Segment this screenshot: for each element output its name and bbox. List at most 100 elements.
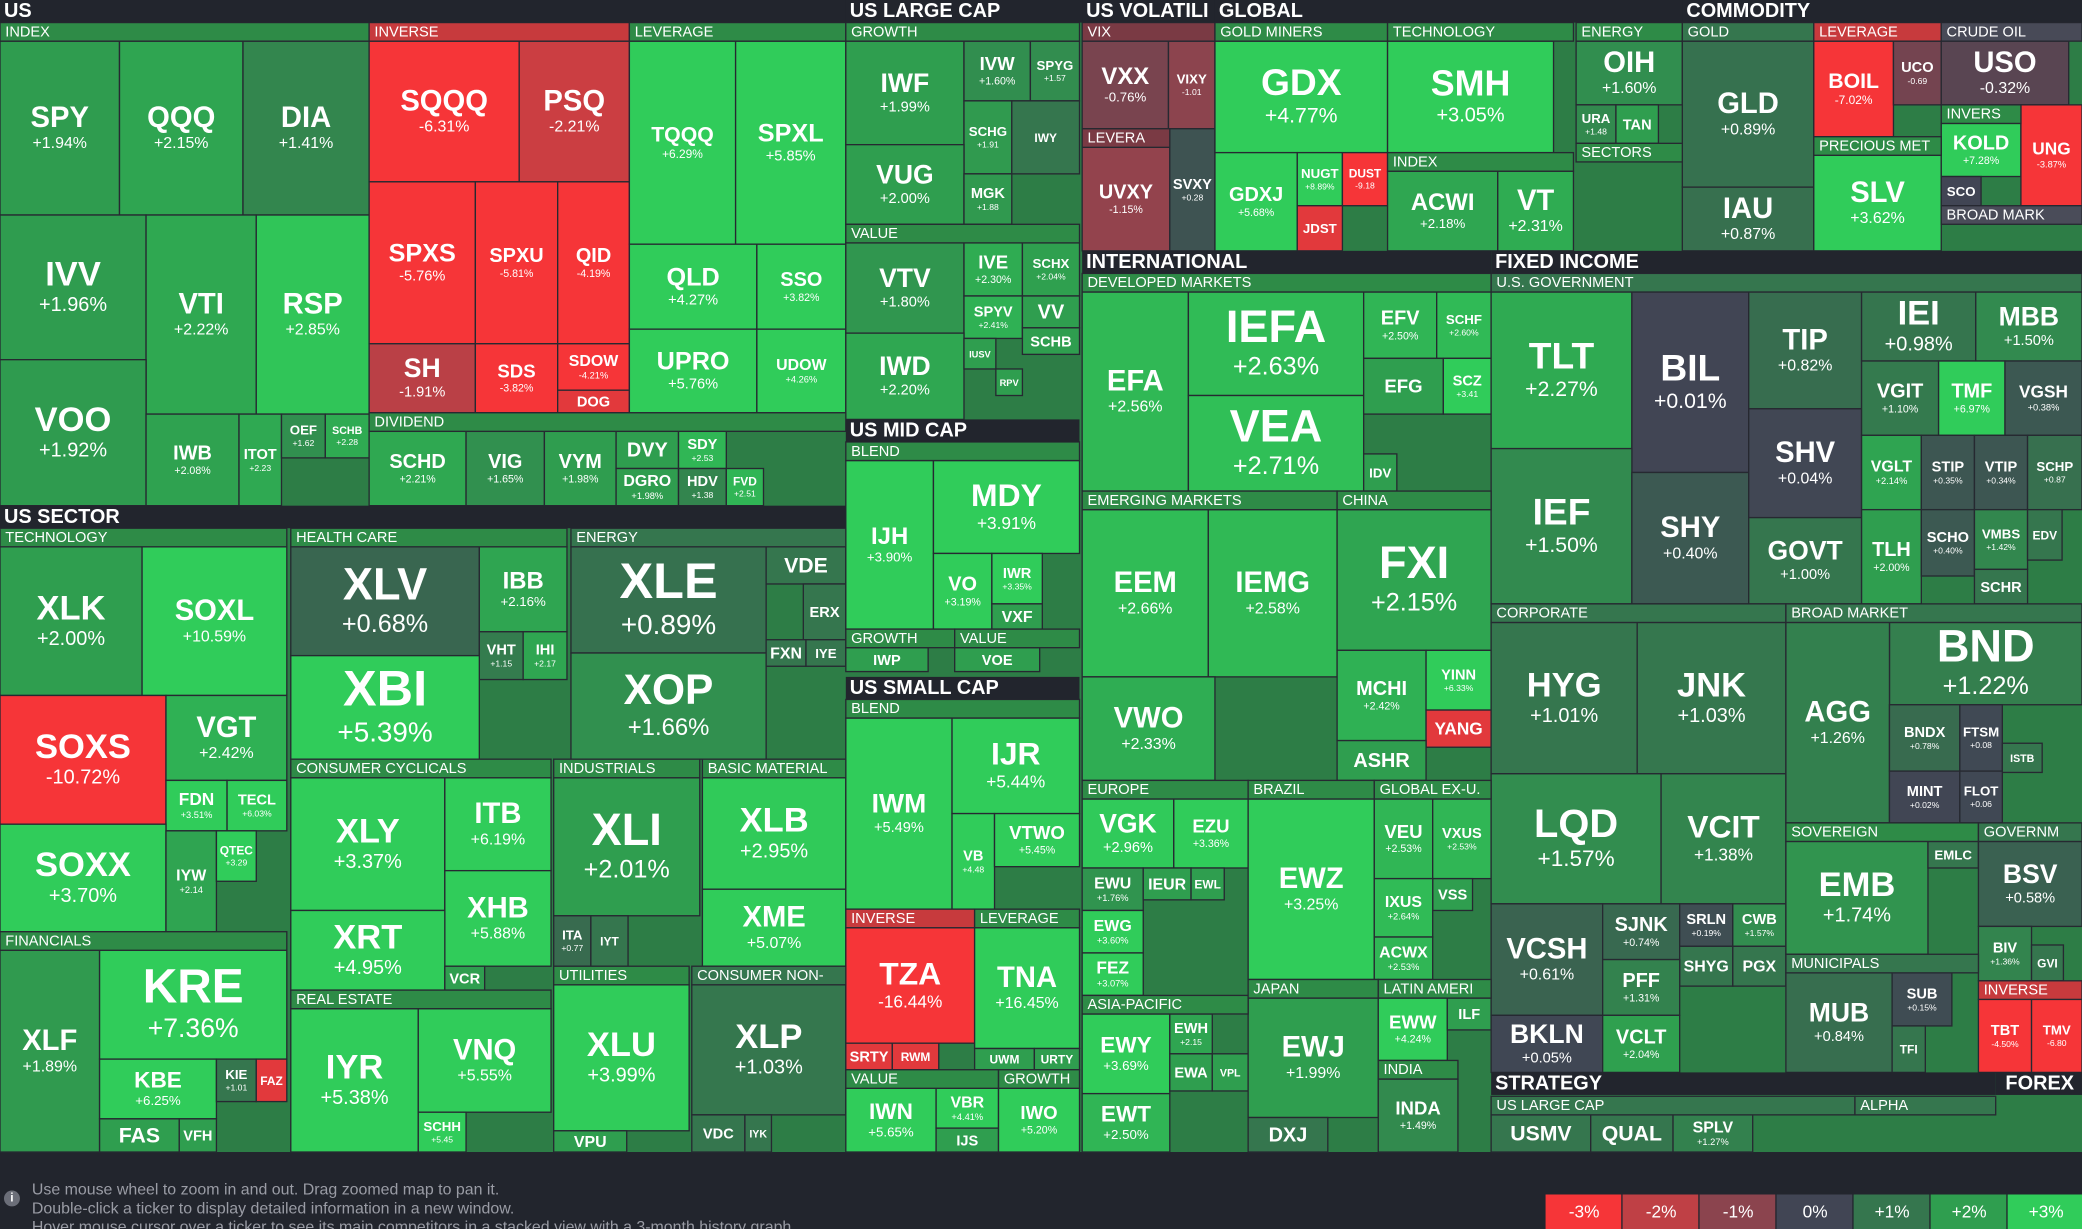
- ticker-symbol[interactable]: SUB: [1907, 987, 1938, 1003]
- ticker-symbol[interactable]: XLF: [22, 1025, 77, 1057]
- ticker-tile[interactable]: [2030, 998, 2082, 1074]
- ticker-change[interactable]: +0.38%: [2028, 403, 2060, 413]
- ticker-symbol[interactable]: IWB: [173, 442, 212, 464]
- ticker-tile[interactable]: [1432, 877, 1474, 912]
- ticker-change[interactable]: +1.41%: [279, 135, 333, 152]
- ticker-tile[interactable]: [756, 243, 847, 330]
- ticker-symbol[interactable]: SCO: [1947, 184, 1976, 199]
- ticker-change[interactable]: +2.50%: [1382, 330, 1419, 342]
- ticker-tile[interactable]: [1636, 621, 1787, 775]
- ticker-change[interactable]: +0.02%: [1910, 800, 1940, 810]
- ticker-tile[interactable]: [1362, 357, 1444, 415]
- ticker-change[interactable]: +1.62: [293, 438, 315, 448]
- ticker-symbol[interactable]: GLD: [1717, 88, 1779, 120]
- ticker-tile[interactable]: [744, 1114, 773, 1153]
- ticker-symbol[interactable]: DIA: [281, 102, 331, 134]
- ticker-symbol[interactable]: QID: [576, 245, 611, 267]
- ticker-change[interactable]: +1.99%: [1286, 1065, 1340, 1082]
- ticker-tile[interactable]: [1977, 925, 2033, 982]
- ticker-tile[interactable]: [145, 214, 257, 415]
- ticker-symbol[interactable]: SHYG: [1684, 959, 1729, 976]
- ticker-tile[interactable]: [1975, 291, 2082, 362]
- ticker-symbol[interactable]: VSS: [1438, 888, 1467, 904]
- ticker-tile[interactable]: [1341, 151, 1389, 207]
- ticker-symbol[interactable]: SHV: [1775, 437, 1836, 469]
- ticker-tile[interactable]: [98, 1118, 180, 1153]
- ticker-tile[interactable]: [1187, 394, 1365, 492]
- ticker-change[interactable]: +1.99%: [880, 99, 930, 115]
- ticker-symbol[interactable]: IEI: [1898, 295, 1940, 333]
- ticker-symbol[interactable]: ASHR: [1353, 750, 1409, 772]
- ticker-change[interactable]: +1.03%: [735, 1057, 803, 1079]
- ticker-symbol[interactable]: SDOW: [569, 353, 620, 370]
- ticker-symbol[interactable]: DVY: [627, 440, 668, 462]
- ticker-tile[interactable]: [290, 909, 446, 991]
- ticker-change[interactable]: +5.55%: [457, 1068, 511, 1085]
- ticker-tile[interactable]: [1490, 903, 1604, 1016]
- ticker-change[interactable]: +2.04%: [1036, 272, 1066, 282]
- ticker-symbol[interactable]: QTEC: [220, 843, 254, 857]
- ticker-change[interactable]: +3.90%: [867, 550, 913, 565]
- ticker-symbol[interactable]: VV: [1038, 301, 1065, 323]
- ticker-change[interactable]: +2.16%: [500, 594, 546, 609]
- ticker-tile[interactable]: [1601, 958, 1681, 1016]
- ticker-change[interactable]: -0.76%: [1104, 90, 1146, 105]
- ticker-change[interactable]: +1.76%: [1097, 893, 1129, 903]
- ticker-symbol[interactable]: SDY: [687, 437, 717, 453]
- ticker-symbol[interactable]: RPV: [1000, 378, 1020, 388]
- ticker-symbol[interactable]: DGRO: [623, 473, 671, 490]
- ticker-symbol[interactable]: XLB: [740, 802, 809, 840]
- ticker-change[interactable]: +0.87: [2044, 475, 2066, 485]
- ticker-tile[interactable]: [1169, 128, 1216, 252]
- ticker-symbol[interactable]: VO: [948, 574, 977, 596]
- ticker-symbol[interactable]: DXJ: [1269, 1124, 1308, 1146]
- ticker-symbol[interactable]: IWF: [881, 68, 930, 98]
- ticker-change[interactable]: +2.04%: [1623, 1049, 1660, 1061]
- ticker-change[interactable]: +1.03%: [1677, 705, 1745, 727]
- ticker-symbol[interactable]: XLY: [336, 812, 400, 850]
- ticker-symbol[interactable]: EWU: [1094, 875, 1131, 892]
- ticker-tile[interactable]: [1386, 40, 1555, 154]
- ticker-symbol[interactable]: JDST: [1303, 221, 1337, 236]
- ticker-change[interactable]: +8.89%: [1305, 181, 1335, 191]
- ticker-symbol[interactable]: SMH: [1431, 63, 1511, 103]
- ticker-tile[interactable]: [1425, 709, 1492, 748]
- ticker-tile[interactable]: [1785, 621, 1891, 824]
- ticker-symbol[interactable]: SPXL: [758, 119, 824, 147]
- ticker-symbol[interactable]: URTY: [1041, 1053, 1074, 1067]
- ticker-tile[interactable]: [1732, 945, 1787, 987]
- ticker-change[interactable]: -6.80: [2047, 1038, 2067, 1048]
- ticker-change[interactable]: +1.60%: [979, 75, 1016, 87]
- ticker-symbol[interactable]: FEZ: [1096, 958, 1129, 978]
- ticker-change[interactable]: +3.19%: [945, 596, 982, 608]
- ticker-symbol[interactable]: SPYG: [1037, 58, 1074, 73]
- ticker-symbol[interactable]: VCIT: [1687, 809, 1760, 845]
- ticker-symbol[interactable]: IJS: [956, 1133, 978, 1149]
- ticker-change[interactable]: +1.98%: [631, 491, 663, 501]
- ticker-change[interactable]: +0.87%: [1721, 226, 1775, 243]
- ticker-tile[interactable]: [891, 1042, 940, 1071]
- ticker-tile[interactable]: [1940, 40, 2070, 106]
- ticker-symbol[interactable]: BIL: [1660, 346, 1720, 388]
- ticker-change[interactable]: +2.18%: [1420, 216, 1466, 231]
- ticker-change[interactable]: +1.27%: [1697, 1137, 1729, 1147]
- ticker-symbol[interactable]: EZU: [1192, 816, 1229, 837]
- ticker-change[interactable]: +2.00%: [37, 628, 105, 650]
- ticker-tile[interactable]: [165, 694, 288, 782]
- ticker-tile[interactable]: [677, 430, 727, 470]
- ticker-tile[interactable]: [417, 1111, 467, 1153]
- ticker-symbol[interactable]: VEA: [1230, 400, 1323, 451]
- ticker-tile[interactable]: [444, 869, 552, 967]
- ticker-symbol[interactable]: FXN: [770, 646, 802, 663]
- ticker-change[interactable]: +1.01: [225, 1083, 247, 1093]
- ticker-symbol[interactable]: ERX: [810, 605, 840, 621]
- ticker-tile[interactable]: [1601, 903, 1681, 961]
- ticker-change[interactable]: +2.60%: [1449, 327, 1479, 337]
- ticker-symbol[interactable]: PGX: [1743, 959, 1777, 976]
- ticker-symbol[interactable]: TIP: [1782, 324, 1827, 356]
- ticker-tile[interactable]: [1081, 909, 1144, 954]
- ticker-tile[interactable]: [1660, 773, 1787, 905]
- ticker-change[interactable]: -1.91%: [399, 385, 445, 401]
- ticker-change[interactable]: +1.48: [1585, 126, 1607, 136]
- ticker-symbol[interactable]: SRLN: [1686, 912, 1726, 928]
